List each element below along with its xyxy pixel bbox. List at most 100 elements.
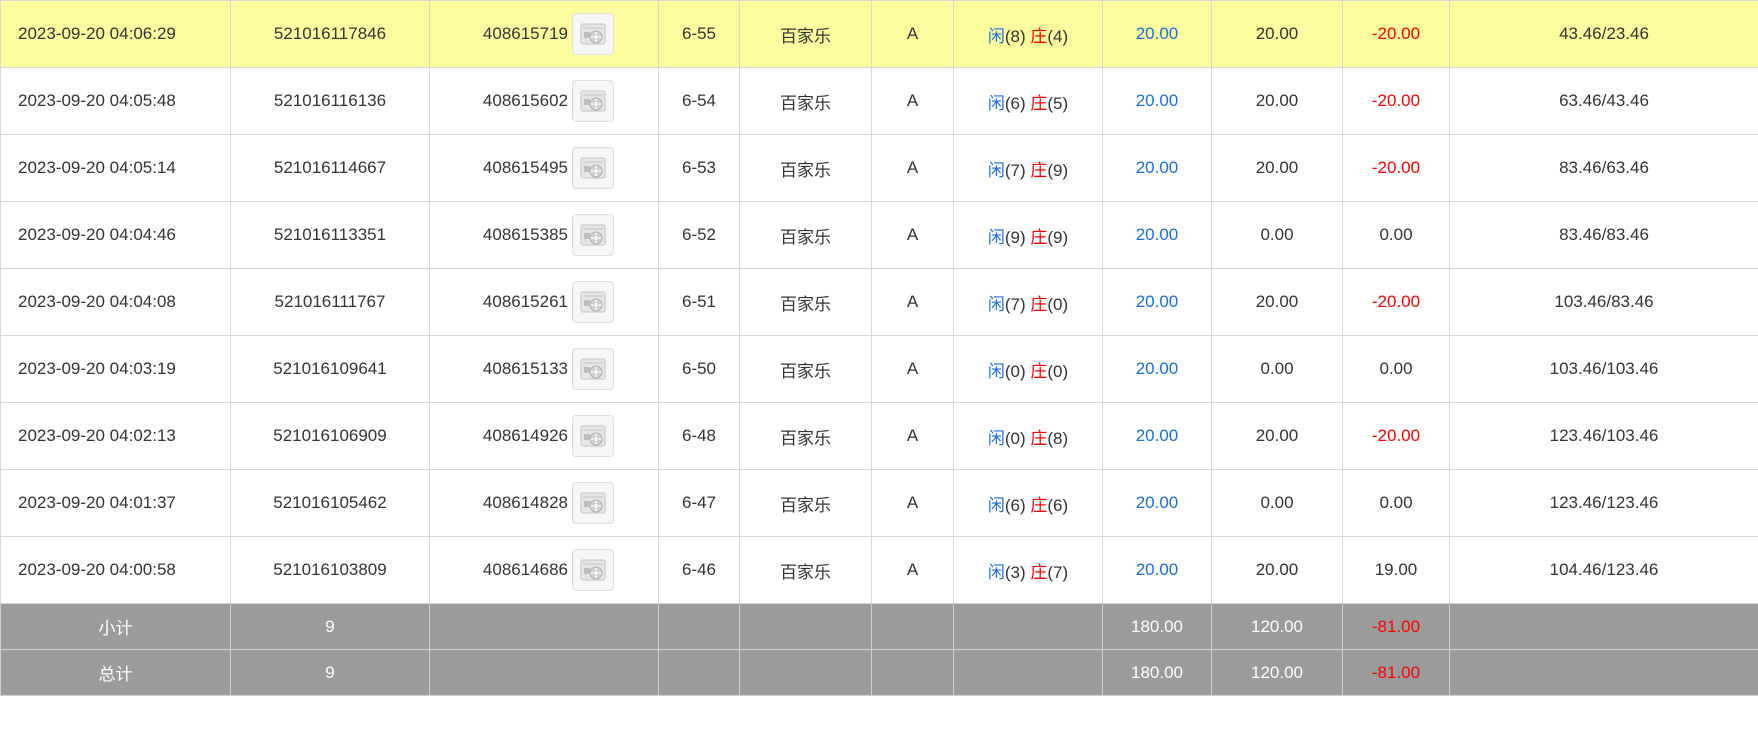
player-label: 闲 xyxy=(987,361,1005,381)
summary-win-loss-total: -81.00 xyxy=(1342,603,1450,650)
result-cell: 闲(9) 庄(9) xyxy=(953,201,1103,269)
game-number: 408614686 xyxy=(482,560,568,579)
bet-time: 2023-09-20 04:03:19 xyxy=(0,335,231,403)
valid-bet-amount: 20.00 xyxy=(1211,536,1343,604)
banker-label: 庄 xyxy=(1030,495,1048,515)
game-number: 408615719 xyxy=(482,24,568,43)
summary-empty xyxy=(658,603,740,650)
video-replay-icon[interactable] xyxy=(572,415,614,457)
table-name: A xyxy=(871,335,954,403)
order-number: 521016114667 xyxy=(230,134,430,202)
shoe-round: 6-51 xyxy=(658,268,740,336)
video-replay-icon[interactable] xyxy=(572,214,614,256)
video-replay-icon[interactable] xyxy=(572,482,614,524)
game-number-cell: 408615602 xyxy=(429,67,659,135)
video-replay-icon[interactable] xyxy=(572,549,614,591)
game-number: 408615133 xyxy=(482,359,568,378)
balance: 104.46/123.46 xyxy=(1449,536,1758,604)
game-number-cell: 408614926 xyxy=(429,402,659,470)
video-replay-icon[interactable] xyxy=(572,13,614,55)
valid-bet-amount: 20.00 xyxy=(1211,268,1343,336)
bet-amount: 20.00 xyxy=(1102,268,1212,336)
game-number: 408615385 xyxy=(482,225,568,244)
bet-time: 2023-09-20 04:06:29 xyxy=(0,0,231,68)
balance: 123.46/123.46 xyxy=(1449,469,1758,537)
banker-label: 庄 xyxy=(1030,26,1048,46)
game-type: 百家乐 xyxy=(739,402,872,470)
table-row: 2023-09-20 04:01:37 521016105462 4086148… xyxy=(0,469,1758,537)
win-loss-amount: 0.00 xyxy=(1342,469,1450,537)
summary-empty xyxy=(953,603,1103,650)
win-loss-amount: -20.00 xyxy=(1342,268,1450,336)
game-type: 百家乐 xyxy=(739,0,872,68)
table-row: 2023-09-20 04:04:08 521016111767 4086152… xyxy=(0,268,1758,336)
banker-label: 庄 xyxy=(1030,294,1048,314)
banker-score: (0) xyxy=(1047,361,1069,381)
game-type: 百家乐 xyxy=(739,201,872,269)
banker-label: 庄 xyxy=(1030,160,1048,180)
video-replay-icon[interactable] xyxy=(572,147,614,189)
player-score: (9) xyxy=(1004,227,1026,247)
banker-score: (0) xyxy=(1047,294,1069,314)
game-number: 408615602 xyxy=(482,91,568,110)
game-number-cell: 408615261 xyxy=(429,268,659,336)
video-replay-icon[interactable] xyxy=(572,80,614,122)
player-label: 闲 xyxy=(987,26,1005,46)
summary-valid-bet-total: 120.00 xyxy=(1211,603,1343,650)
win-loss-amount: 19.00 xyxy=(1342,536,1450,604)
bet-time: 2023-09-20 04:05:48 xyxy=(0,67,231,135)
shoe-round: 6-53 xyxy=(658,134,740,202)
banker-label: 庄 xyxy=(1030,361,1048,381)
bet-amount: 20.00 xyxy=(1102,402,1212,470)
balance: 83.46/63.46 xyxy=(1449,134,1758,202)
shoe-round: 6-46 xyxy=(658,536,740,604)
result-cell: 闲(8) 庄(4) xyxy=(953,0,1103,68)
shoe-round: 6-54 xyxy=(658,67,740,135)
summary-empty xyxy=(953,649,1103,696)
bet-amount: 20.00 xyxy=(1102,201,1212,269)
bet-amount: 20.00 xyxy=(1102,67,1212,135)
player-label: 闲 xyxy=(987,160,1005,180)
win-loss-amount: -20.00 xyxy=(1342,134,1450,202)
summary-empty xyxy=(739,603,872,650)
valid-bet-amount: 20.00 xyxy=(1211,67,1343,135)
summary-valid-bet-total: 120.00 xyxy=(1211,649,1343,696)
bet-time: 2023-09-20 04:04:46 xyxy=(0,201,231,269)
summary-row: 小计 9 180.00 120.00 -81.00 xyxy=(0,603,1758,650)
game-number: 408614828 xyxy=(482,493,568,512)
order-number: 521016103809 xyxy=(230,536,430,604)
summary-bet-total: 180.00 xyxy=(1102,603,1212,650)
shoe-round: 6-55 xyxy=(658,0,740,68)
order-number: 521016116136 xyxy=(230,67,430,135)
game-type: 百家乐 xyxy=(739,134,872,202)
summary-empty xyxy=(429,649,659,696)
order-number: 521016113351 xyxy=(230,201,430,269)
win-loss-amount: -20.00 xyxy=(1342,402,1450,470)
game-number: 408615495 xyxy=(482,158,568,177)
table-name: A xyxy=(871,402,954,470)
summary-empty xyxy=(1449,603,1758,650)
bet-time: 2023-09-20 04:05:14 xyxy=(0,134,231,202)
table-body: 2023-09-20 04:06:29 521016117846 4086157… xyxy=(0,0,1758,604)
table-name: A xyxy=(871,67,954,135)
video-replay-icon[interactable] xyxy=(572,348,614,390)
banker-score: (8) xyxy=(1047,428,1069,448)
player-score: (7) xyxy=(1004,294,1026,314)
win-loss-amount: 0.00 xyxy=(1342,335,1450,403)
bet-amount: 20.00 xyxy=(1102,134,1212,202)
order-number: 521016109641 xyxy=(230,335,430,403)
shoe-round: 6-50 xyxy=(658,335,740,403)
player-score: (6) xyxy=(1004,495,1026,515)
player-score: (8) xyxy=(1004,26,1026,46)
table-name: A xyxy=(871,0,954,68)
valid-bet-amount: 20.00 xyxy=(1211,402,1343,470)
game-number-cell: 408614686 xyxy=(429,536,659,604)
game-number-cell: 408615133 xyxy=(429,335,659,403)
video-replay-icon[interactable] xyxy=(572,281,614,323)
banker-score: (9) xyxy=(1047,227,1069,247)
bet-amount: 20.00 xyxy=(1102,536,1212,604)
banker-score: (4) xyxy=(1047,26,1069,46)
game-number: 408614926 xyxy=(482,426,568,445)
win-loss-amount: -20.00 xyxy=(1342,67,1450,135)
order-number: 521016105462 xyxy=(230,469,430,537)
